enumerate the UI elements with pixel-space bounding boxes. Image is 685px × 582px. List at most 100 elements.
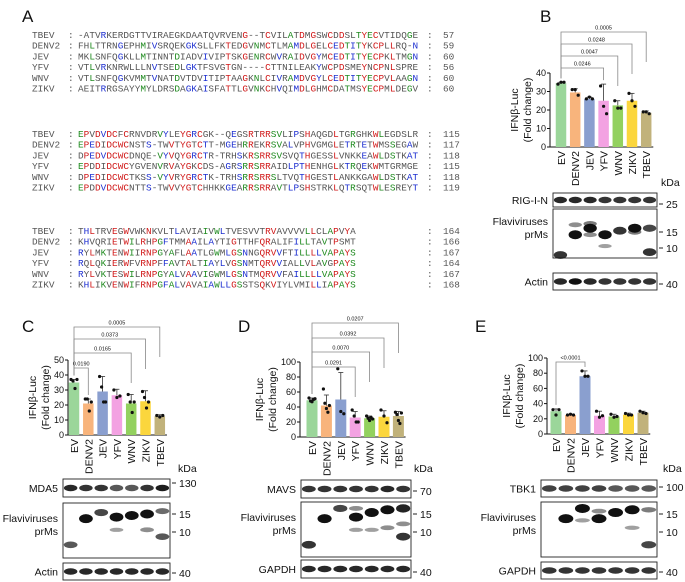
data-point: [556, 82, 560, 86]
p-value-label: 0.0246: [574, 62, 591, 68]
residue-count: 117: [443, 140, 460, 151]
separator: :: [427, 258, 433, 269]
data-point: [366, 416, 370, 420]
data-point: [144, 406, 149, 410]
p-value-label: 0.0291: [325, 361, 342, 367]
bar-denv2: [569, 92, 581, 147]
protein-band: [396, 504, 411, 513]
separator: :: [427, 140, 433, 151]
blot-label: Flaviviruses: [481, 512, 536, 524]
separator: :: [68, 41, 74, 52]
data-point: [554, 413, 558, 417]
residue-count: 166: [443, 237, 460, 248]
alignment-row: DENV2: KHVQRIETWILRHPGFTMMAAILAYTIGTTHFQR…: [32, 237, 460, 248]
kda-label: kDa: [414, 463, 433, 475]
data-point: [142, 395, 147, 400]
sequence-name: JEV: [32, 150, 49, 161]
category-label: JEV: [98, 439, 110, 458]
data-point: [324, 406, 328, 411]
separator: :: [68, 30, 74, 41]
data-point: [641, 110, 645, 114]
y-axis-label: IFNβ-Luc: [254, 378, 266, 421]
alignment-row: YFV: VTLVRKNRWLLLNVTSEDLGKTFSVGTGN----CTT…: [32, 62, 455, 73]
protein-band: [109, 484, 124, 492]
data-point: [576, 93, 580, 97]
sequence-name: TBEV: [32, 30, 55, 41]
data-point: [128, 400, 132, 404]
category-label: ZIKV: [624, 438, 636, 461]
data-point: [130, 410, 134, 415]
data-point: [557, 408, 561, 412]
sequence-name: JEV: [32, 247, 49, 258]
significance-bracket: [311, 322, 399, 394]
bar-jev: [335, 399, 347, 437]
marker-label: 10: [179, 527, 191, 539]
blot-row: RIG-I-N 25: [512, 192, 678, 211]
protein-band: [541, 485, 557, 492]
protein-band: [380, 565, 395, 573]
marker-label: 10: [420, 527, 432, 539]
alignment-row: YFV: EPDDIDCWCYGVENVRVAYGKCDS-AGRSRRSRRAI…: [32, 161, 460, 172]
protein-band: [628, 229, 642, 235]
protein-band: [628, 196, 642, 204]
data-point: [551, 408, 555, 412]
y-axis-label: IFNβ-Luc: [27, 376, 39, 419]
bar-zikv: [378, 416, 390, 437]
residue-count: 167: [443, 247, 460, 258]
significance-bracket: [560, 55, 619, 86]
protein-band: [380, 505, 395, 515]
marker-label: 70: [420, 486, 432, 498]
y-axis-label: IFNβ-Luc: [501, 374, 513, 417]
data-point: [115, 395, 119, 400]
bar-tbev: [637, 412, 649, 434]
sequence-residues: -ATVRKERDGTTVIRAEGKDAATQVRVENG--TCVILATD…: [78, 30, 419, 41]
blot-label: Flaviviruses: [3, 513, 58, 525]
category-label: WNV: [613, 151, 625, 176]
y-tick-label: 20: [536, 105, 546, 115]
protein-band: [583, 196, 597, 204]
category-label: WNV: [126, 439, 138, 464]
data-point: [73, 386, 77, 391]
protein-band: [317, 565, 332, 573]
protein-band: [583, 232, 597, 238]
data-point: [368, 418, 372, 423]
data-point: [638, 409, 642, 413]
category-label: TBEV: [641, 151, 653, 178]
separator: :: [427, 41, 433, 52]
y-axis-label: (Fold change): [514, 364, 526, 429]
alignment-row: TBEV: EPVDVDCFCRNVDRVYLEYGRCGK--QEGSRTRRS…: [32, 129, 460, 140]
protein-band: [364, 485, 379, 493]
data-point: [647, 112, 651, 116]
protein-band: [641, 567, 657, 574]
category-label: YFV: [112, 439, 124, 459]
y-tick-label: 20: [286, 417, 296, 427]
data-point: [118, 394, 122, 398]
y-tick-label: 100: [281, 357, 296, 367]
protein-band: [643, 196, 657, 204]
marker-label: 10: [666, 527, 678, 539]
separator: :: [68, 269, 74, 280]
protein-band: [124, 511, 139, 521]
y-tick-label: 0: [291, 432, 296, 442]
blot-label: MAVS: [267, 484, 296, 496]
protein-band: [641, 507, 657, 513]
separator: :: [427, 247, 433, 258]
marker-label: 40: [666, 279, 678, 291]
protein-band: [608, 508, 624, 518]
protein-band: [575, 485, 590, 492]
data-point: [146, 400, 151, 404]
protein-band: [568, 230, 582, 240]
data-point: [313, 397, 317, 401]
protein-band: [628, 278, 642, 285]
separator: :: [427, 73, 433, 84]
data-point: [602, 104, 606, 108]
separator: :: [427, 129, 433, 140]
data-point: [356, 420, 360, 424]
blot-row: GAPDH 40: [259, 559, 432, 579]
protein-band: [598, 230, 612, 240]
separator: :: [427, 172, 433, 183]
protein-band: [558, 567, 574, 574]
bar-tbev: [154, 416, 166, 435]
